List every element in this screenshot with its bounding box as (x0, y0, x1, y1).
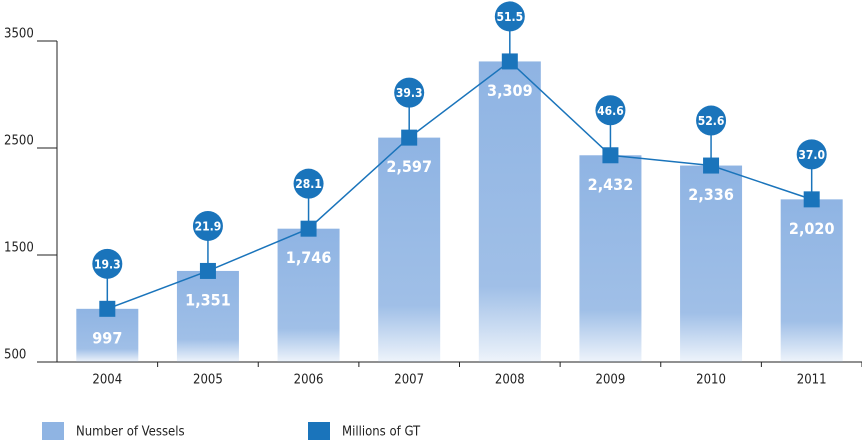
gt-label-circle (696, 105, 727, 136)
x-tick-label: 2009 (596, 373, 626, 388)
gt-label-circle (293, 168, 324, 199)
gt-label-circle (796, 139, 827, 170)
x-tick-label: 2010 (696, 373, 726, 388)
gt-label-circle (92, 248, 123, 279)
bar (277, 228, 340, 362)
gt-value-label: 51.5 (496, 10, 523, 24)
bar-value-label: 1,746 (286, 248, 332, 267)
bar (378, 137, 441, 362)
gt-value-label: 28.1 (295, 177, 322, 191)
x-tick-label: 2008 (495, 373, 525, 388)
gt-marker (602, 147, 619, 164)
bar (478, 61, 541, 362)
legend-label: Millions of GT (342, 425, 421, 440)
bar (579, 155, 642, 362)
x-tick-label: 2004 (92, 373, 122, 388)
bar-value-label: 2,597 (386, 157, 432, 176)
gt-value-label: 52.6 (698, 114, 725, 128)
gt-marker (501, 53, 518, 70)
y-tick-label: 3500 (4, 27, 34, 42)
legend-swatch (308, 422, 330, 440)
y-tick-label: 500 (4, 348, 26, 363)
gt-value-label: 21.9 (195, 219, 222, 233)
bar-value-label: 2,432 (588, 175, 634, 194)
gt-value-label: 37.0 (798, 148, 825, 162)
bar-value-label: 2,020 (789, 219, 835, 238)
bar (780, 199, 843, 362)
y-tick-label: 2500 (4, 134, 34, 149)
x-tick-label: 2007 (394, 373, 424, 388)
x-tick-label: 2005 (193, 373, 223, 388)
gt-value-label: 19.3 (94, 257, 121, 271)
bar (680, 165, 743, 362)
gt-marker (300, 220, 317, 237)
gt-marker (803, 191, 820, 208)
gt-label-circle (494, 1, 525, 32)
gt-label-circle (394, 77, 425, 108)
gt-marker (401, 129, 418, 146)
gt-marker (199, 262, 216, 279)
x-tick-label: 2006 (294, 373, 324, 388)
legend-swatch (42, 422, 64, 440)
bar-value-label: 1,351 (185, 290, 231, 309)
gt-label-circle (595, 95, 626, 126)
bar-value-label: 2,336 (688, 185, 734, 204)
gt-value-label: 46.6 (597, 104, 624, 118)
bar (76, 308, 139, 362)
bar (176, 270, 239, 362)
bar-value-label: 3,309 (487, 81, 533, 100)
gt-value-label: 39.3 (396, 86, 423, 100)
y-tick-label: 1500 (4, 241, 34, 256)
x-tick-label: 2011 (797, 373, 827, 388)
gt-marker (703, 157, 720, 174)
gt-line (107, 60, 812, 310)
gt-label-circle (192, 210, 223, 241)
gt-marker (99, 300, 116, 317)
legend-label: Number of Vessels (76, 425, 185, 440)
bar-value-label: 997 (92, 328, 122, 347)
